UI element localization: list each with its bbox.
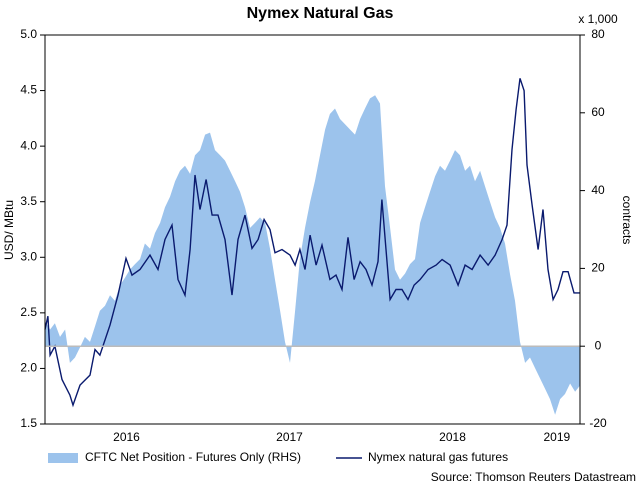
y-tick-label: 4.5 [20, 83, 37, 97]
y2-tick-label: 0 [595, 338, 602, 352]
y-axis-label: USD/ MBtu [2, 200, 16, 260]
y-tick-label: 3.5 [20, 194, 37, 208]
y-tick-label: 1.5 [20, 416, 37, 430]
y2-tick-label: 60 [591, 105, 605, 119]
x-tick-label: 2018 [439, 430, 466, 444]
x-tick-label: 2017 [276, 430, 303, 444]
legend-swatch [48, 453, 78, 463]
legend-label: Nymex natural gas futures [368, 450, 508, 464]
y2-multiplier: x 1,000 [578, 12, 618, 26]
plot-frame [44, 34, 581, 425]
y2-tick-label: 20 [591, 261, 605, 275]
x-tick-label: 2019 [544, 430, 571, 444]
y-tick-label: 5.0 [20, 27, 37, 41]
y-tick-label: 2.5 [20, 305, 37, 319]
y-tick-label: 4.0 [20, 138, 37, 152]
chart-title: Nymex Natural Gas [247, 5, 394, 22]
y2-axis-label: contracts [620, 196, 634, 245]
legend-label: CFTC Net Position - Futures Only (RHS) [85, 450, 301, 464]
y-tick-label: 2.0 [20, 361, 37, 375]
y2-tick-label: 40 [591, 183, 605, 197]
y2-tick-label: -20 [589, 416, 607, 430]
net-position-area [45, 95, 580, 415]
price-line [44, 78, 580, 408]
source-note: Source: Thomson Reuters Datastream [431, 470, 636, 484]
y-tick-label: 3.0 [20, 249, 37, 263]
y2-tick-label: 80 [591, 27, 605, 41]
x-tick-label: 2016 [113, 430, 140, 444]
